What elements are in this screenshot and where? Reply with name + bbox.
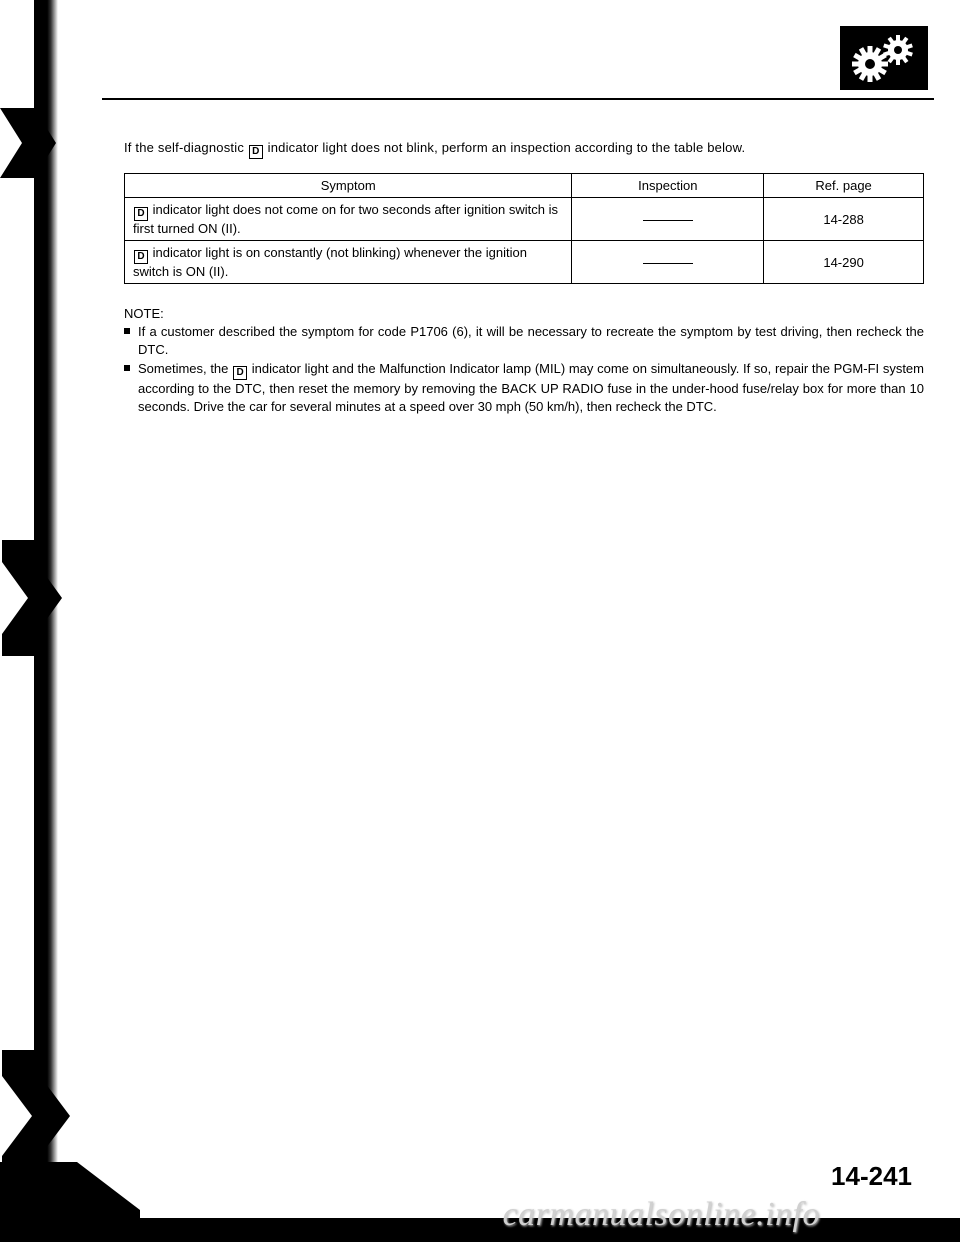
symptom-text: indicator light is on constantly (not bl… xyxy=(133,245,527,279)
d-indicator-icon: D xyxy=(134,250,148,264)
scan-bottom-curve xyxy=(0,1162,140,1242)
divider-top xyxy=(102,98,934,100)
col-symptom: Symptom xyxy=(125,174,572,198)
section-gears-icon xyxy=(840,26,928,90)
page-scan: If the self-diagnostic D indicator light… xyxy=(0,0,960,1242)
cell-ref: 14-290 xyxy=(764,241,924,284)
binder-tab-top xyxy=(0,108,60,178)
d-indicator-icon: D xyxy=(249,145,263,159)
content-area: If the self-diagnostic D indicator light… xyxy=(124,140,924,417)
col-inspection: Inspection xyxy=(572,174,764,198)
cell-inspection xyxy=(572,198,764,241)
note-before: Sometimes, the xyxy=(138,361,232,376)
watermark-text: carmanualsonline.info xyxy=(503,1196,820,1234)
note-after: indicator light and the Malfunction Indi… xyxy=(138,361,924,414)
note-heading: NOTE: xyxy=(124,306,924,321)
intro-after: indicator light does not blink, perform … xyxy=(264,140,745,155)
d-indicator-icon: D xyxy=(233,366,247,380)
cell-ref: 14-288 xyxy=(764,198,924,241)
intro-text: If the self-diagnostic D indicator light… xyxy=(124,140,924,159)
table-row: D indicator light does not come on for t… xyxy=(125,198,924,241)
list-item: Sometimes, the D indicator light and the… xyxy=(124,360,924,415)
inspection-dash xyxy=(643,220,693,221)
d-indicator-icon: D xyxy=(134,207,148,221)
cell-inspection xyxy=(572,241,764,284)
table-row: D indicator light is on constantly (not … xyxy=(125,241,924,284)
symptom-text: indicator light does not come on for two… xyxy=(133,202,558,236)
binder-tab-middle xyxy=(0,540,68,660)
list-item: If a customer described the symptom for … xyxy=(124,323,924,358)
note-list: If a customer described the symptom for … xyxy=(124,323,924,415)
intro-before: If the self-diagnostic xyxy=(124,140,248,155)
cell-symptom: D indicator light is on constantly (not … xyxy=(125,241,572,284)
page-number: 14-241 xyxy=(831,1161,912,1192)
cell-symptom: D indicator light does not come on for t… xyxy=(125,198,572,241)
symptom-table: Symptom Inspection Ref. page D indicator… xyxy=(124,173,924,284)
note-text: If a customer described the symptom for … xyxy=(138,324,924,357)
inspection-dash xyxy=(643,263,693,264)
col-ref: Ref. page xyxy=(764,174,924,198)
